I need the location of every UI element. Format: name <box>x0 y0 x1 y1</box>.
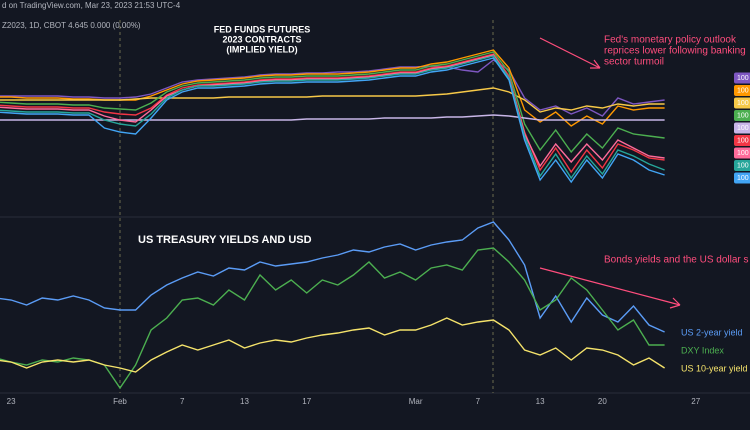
series-line <box>0 59 665 117</box>
price-tag <box>734 110 750 121</box>
top-title: FED FUNDS FUTURES 2023 CONTRACTS (IMPLIE… <box>214 24 311 54</box>
arrow <box>539 37 601 69</box>
price-tag <box>734 135 750 146</box>
top-annotation: Fed's monetary policy outlook reprices l… <box>604 35 746 68</box>
x-tick-label: 20 <box>598 397 607 406</box>
price-tag-label: 100 <box>737 125 749 132</box>
price-tag <box>734 147 750 159</box>
annotation-line: reprices lower following banking <box>604 46 746 57</box>
x-tick-label: Mar <box>409 397 423 406</box>
price-tag <box>734 72 750 84</box>
symbol-text: Z2023, 1D, CBOT 4.645 0.000 (0.00%) <box>2 21 141 30</box>
legend-label: US 10-year yield <box>681 363 748 373</box>
price-tag <box>734 160 750 171</box>
legend-label: US 2-year yield <box>681 327 743 337</box>
bottom-annotation: Bonds yields and the US dollar s <box>604 255 749 266</box>
series-line <box>0 317 665 373</box>
series-line <box>0 55 665 180</box>
price-tag <box>734 85 750 96</box>
price-tag-label: 100 <box>737 162 749 169</box>
price-tag-label: 100 <box>737 75 749 82</box>
x-tick-label: Feb <box>113 397 127 406</box>
price-tag-label: 100 <box>737 87 749 94</box>
annotation-line: Fed's monetary policy outlook <box>604 35 737 46</box>
price-tag-label: 100 <box>737 137 749 144</box>
series-line <box>0 57 665 184</box>
price-tag-label: 100 <box>737 100 749 107</box>
price-tag-label: 100 <box>737 112 749 119</box>
price-tag <box>734 97 750 109</box>
arrow <box>539 267 681 309</box>
title-line: FED FUNDS FUTURES <box>214 24 311 34</box>
title-line: (IMPLIED YIELD) <box>226 44 297 54</box>
x-tick-label: 17 <box>302 397 311 406</box>
price-tag-label: 100 <box>737 175 749 182</box>
title-line: 2023 CONTRACTS <box>222 34 301 44</box>
x-tick-label: 13 <box>536 397 545 406</box>
x-tick-label: 7 <box>180 397 185 406</box>
series-line <box>0 54 665 168</box>
series-line <box>0 53 665 174</box>
series-line <box>0 87 665 113</box>
series-line <box>0 51 665 154</box>
price-tag-label: 100 <box>737 150 749 157</box>
x-tick-label: 27 <box>691 397 700 406</box>
x-tick-label: 23 <box>7 397 16 406</box>
legend-label: DXY Index <box>681 345 724 355</box>
bottom-title: US TREASURY YIELDS AND USD <box>138 234 312 246</box>
source-text: d on TradingView.com, Mar 23, 2023 21:53… <box>2 1 181 10</box>
price-tag <box>734 172 750 184</box>
price-tag <box>734 122 750 134</box>
x-tick-label: 7 <box>476 397 481 406</box>
annotation-line: sector turmoil <box>604 57 664 68</box>
x-tick-label: 13 <box>240 397 249 406</box>
